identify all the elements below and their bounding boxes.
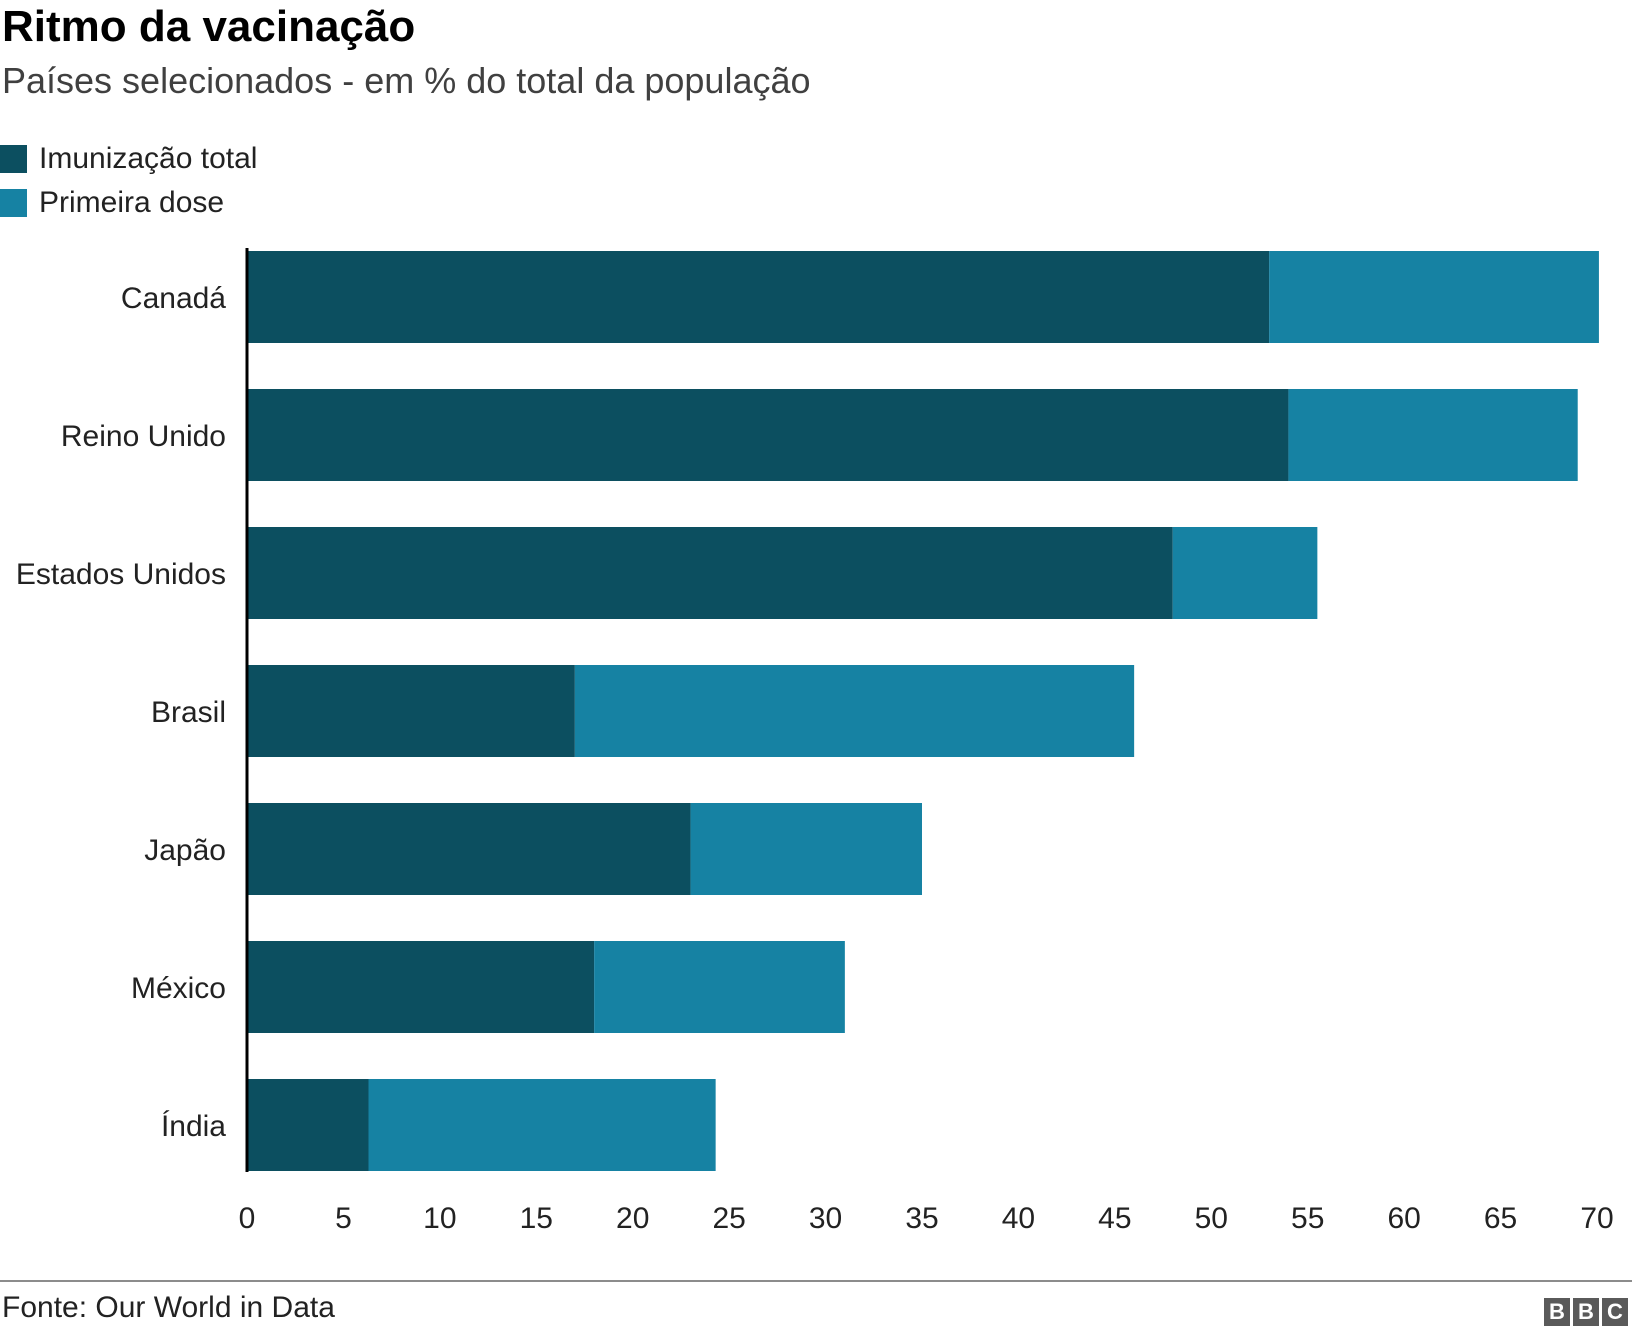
category-label: Índia bbox=[161, 1110, 226, 1143]
bar-india-imunizacao-total bbox=[247, 1079, 369, 1171]
source-note: Fonte: Our World in Data bbox=[2, 1291, 335, 1324]
bar-brasil-primeira-dose bbox=[574, 665, 1135, 757]
x-tick-label: 70 bbox=[1580, 1202, 1613, 1235]
bar-estados-unidos-imunizacao-total bbox=[247, 527, 1173, 619]
bar-mexico-imunizacao-total bbox=[247, 941, 595, 1033]
x-tick-label: 25 bbox=[712, 1202, 745, 1235]
category-label: Brasil bbox=[151, 696, 226, 729]
footer-divider bbox=[0, 1280, 1632, 1282]
bar-brasil-imunizacao-total bbox=[247, 665, 575, 757]
x-tick-label: 45 bbox=[1098, 1202, 1131, 1235]
bar-chart: Canadá Reino Unido Estados Unidos Brasil Jap… bbox=[16, 248, 1614, 1235]
x-tick-label: 15 bbox=[520, 1202, 553, 1235]
bbc-logo: B B C bbox=[1544, 1298, 1628, 1326]
legend-item-primeira-dose: Primeira dose bbox=[0, 181, 257, 225]
bbc-logo-letter: B bbox=[1573, 1298, 1599, 1326]
bar-canada-imunizacao-total bbox=[247, 251, 1270, 343]
x-tick-label: 60 bbox=[1387, 1202, 1420, 1235]
legend-swatch-imunizacao-total bbox=[0, 145, 27, 173]
bbc-logo-letter: C bbox=[1602, 1298, 1628, 1326]
bar-canada-primeira-dose bbox=[1269, 251, 1599, 343]
x-tick-label: 0 bbox=[239, 1202, 256, 1235]
legend-item-imunizacao-total: Imunização total bbox=[0, 137, 257, 181]
x-tick-label: 65 bbox=[1484, 1202, 1517, 1235]
category-label: Japão bbox=[144, 834, 226, 867]
category-label: México bbox=[131, 972, 226, 1005]
x-tick-label: 55 bbox=[1291, 1202, 1324, 1235]
x-tick-label: 10 bbox=[423, 1202, 456, 1235]
category-label: Estados Unidos bbox=[16, 558, 226, 591]
x-tick-label: 35 bbox=[905, 1202, 938, 1235]
bbc-logo-letter: B bbox=[1544, 1298, 1570, 1326]
bar-japao-primeira-dose bbox=[690, 803, 922, 895]
x-tick-label: 30 bbox=[809, 1202, 842, 1235]
bar-japao-imunizacao-total bbox=[247, 803, 691, 895]
chart-subtitle: Países selecionados - em % do total da p… bbox=[2, 60, 811, 101]
x-tick-label: 50 bbox=[1195, 1202, 1228, 1235]
category-label: Canadá bbox=[121, 282, 226, 315]
x-tick-label: 40 bbox=[1002, 1202, 1035, 1235]
bar-india-primeira-dose bbox=[368, 1079, 716, 1171]
chart-title: Ritmo da vacinação bbox=[2, 2, 416, 51]
bar-reino-unido-imunizacao-total bbox=[247, 389, 1289, 481]
bar-mexico-primeira-dose bbox=[594, 941, 845, 1033]
legend-swatch-primeira-dose bbox=[0, 189, 27, 217]
legend-label-primeira-dose: Primeira dose bbox=[39, 186, 225, 219]
legend: Imunização total Primeira dose bbox=[0, 137, 257, 225]
bar-reino-unido-primeira-dose bbox=[1288, 389, 1578, 481]
bar-estados-unidos-primeira-dose bbox=[1172, 527, 1318, 619]
x-tick-label: 20 bbox=[616, 1202, 649, 1235]
category-label: Reino Unido bbox=[61, 420, 226, 453]
legend-label-imunizacao-total: Imunização total bbox=[39, 142, 258, 175]
x-tick-label: 5 bbox=[335, 1202, 352, 1235]
